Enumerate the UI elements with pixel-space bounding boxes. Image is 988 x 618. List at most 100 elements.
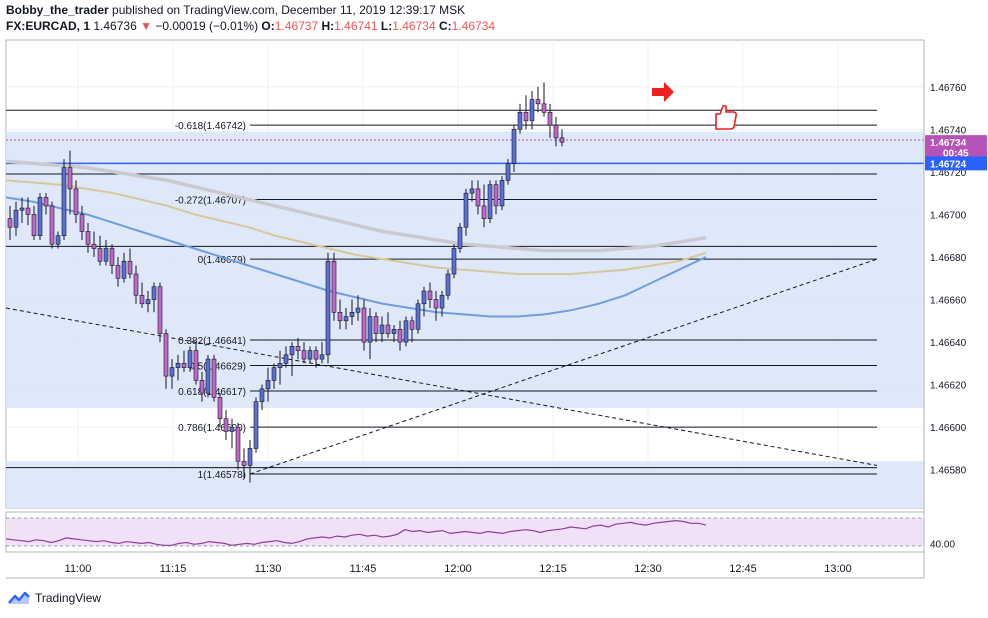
candle-body [487,184,493,219]
candle-body [511,129,517,164]
footer: TradingView [8,591,101,605]
candle-body [169,367,175,377]
moving-averages [5,159,707,318]
price-tick-label: 1.46700 [930,210,967,221]
candle-body [139,294,145,305]
candle-body [319,354,325,360]
candle-body [391,329,397,334]
fib-level-label: 0.382(1.46641) [178,336,246,347]
price-tick-label: 1.46680 [930,253,967,264]
candle-body [469,188,475,194]
price-axis[interactable]: 1.46580 1.46600 1.46620 1.46640 1.46660 1.466… [923,40,987,578]
candle-body [223,418,229,432]
candle-body [7,218,13,228]
candle-body [355,307,361,313]
candle-body [163,333,169,377]
annotations [652,82,738,130]
time-axis[interactable]: 11:00 11:15 11:30 11:45 12:00 12:15 12:30 12:45… [6,563,924,579]
candle-body [529,99,535,122]
price-tick-label: 1.46580 [930,466,967,477]
fib-level-label: -0.272(1.46707) [175,196,246,207]
candle-body [361,307,367,343]
candle-body [19,207,25,211]
candle-body [91,243,97,249]
candle-body [523,112,529,122]
candle-body [205,358,211,394]
fibonacci-levels[interactable]: 1(1.46578)0.786(1.46600)0.618(1.46617)0.… [6,109,924,481]
footer-brand[interactable]: TradingView [35,591,102,605]
candle-body [199,380,205,394]
ascending-trend-line [249,258,878,475]
price-tick-label: 1.46760 [930,83,967,94]
ohlc-line: FX:EURCAD, 1 1.46736 ▼ −0.00019 (−0.01%)… [6,18,906,34]
time-tick-label: 12:45 [729,563,757,575]
fib-level-label: 1(1.46578) [198,470,246,481]
candle-body [397,329,403,343]
candle-body [289,346,295,356]
time-tick-label: 11:00 [65,563,92,575]
candle-body [403,320,409,343]
descending-trend-line [5,307,878,466]
fib-level-label: 0.786(1.46600) [178,423,246,434]
candle-body [25,207,31,215]
price-tick-label: 1.46600 [930,423,967,434]
candle-body [463,192,469,228]
candle-body [145,299,151,305]
candle-body [331,260,337,313]
last-price: 1.46736 [93,19,137,33]
thumbs-up-icon [715,105,738,130]
candle-body [55,235,61,245]
published-text: published on TradingView.com, December 1… [112,3,466,17]
price-tick-label: 1.46640 [930,338,967,349]
candle-body [193,350,199,381]
candle-body [37,197,43,237]
candle-body [547,112,553,126]
candle-body [211,358,217,398]
candle-body [481,205,487,219]
candle-body [535,99,541,105]
rsi-pane: 40.00 [5,517,955,550]
ma-mid-line [5,179,707,275]
price-tag-countdown [925,145,987,160]
candle-body [295,346,301,351]
candle-body [115,265,121,279]
ma-fast-line [5,196,707,318]
time-tick-label: 12:15 [539,563,567,575]
candle-body [367,316,373,343]
trend-lines[interactable] [5,258,878,475]
candle-body [259,388,265,402]
candle-body [43,197,49,207]
candle-body [235,426,241,462]
candle-body [421,290,427,305]
close-label: C: [438,19,452,33]
price-tick-label: 1.46620 [930,381,967,392]
candle-body [373,316,379,334]
candle-body [301,350,307,360]
candle-body [73,188,79,215]
time-tick-label: 13:00 [824,563,852,575]
price-tag-current [925,135,987,150]
candle-body [307,350,313,360]
symbol-label[interactable]: FX:EURCAD, 1 [6,19,91,33]
candle-body [49,205,55,245]
candlesticks [7,82,565,483]
candle-body [553,124,559,139]
low-label: L: [380,19,393,33]
price-tag-line [925,156,987,171]
price-tick-label: 1.46660 [930,296,967,307]
candle-body [409,320,415,330]
close-value: 1.46734 [451,19,496,33]
open-value: 1.46737 [274,19,319,33]
candle-body [433,299,439,309]
fib-level-label: 0(1.46679) [198,255,246,266]
candle-body [133,273,139,296]
candle-body [379,324,385,334]
time-tick-label: 12:30 [634,563,662,575]
high-value: 1.46741 [334,19,378,33]
candle-body [151,286,157,300]
fib-level-label: 0.5(1.46629) [189,361,246,372]
candle-body [451,248,457,275]
time-tick-label: 11:45 [350,563,377,575]
author-name[interactable]: Bobby_the_trader [6,3,109,17]
